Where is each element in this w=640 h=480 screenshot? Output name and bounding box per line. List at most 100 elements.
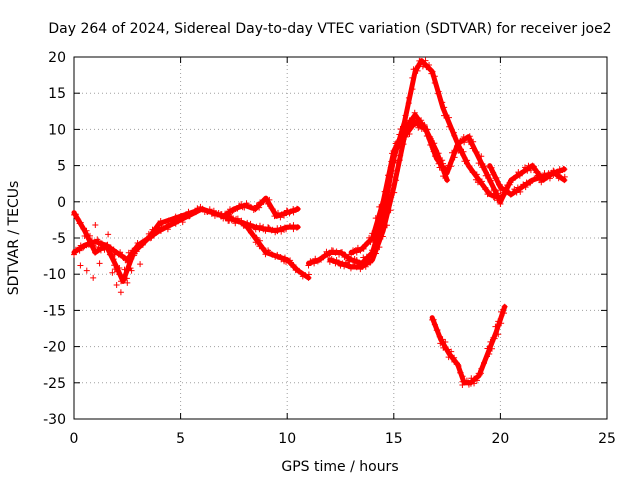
data-point: [402, 112, 409, 119]
data-point: [526, 180, 533, 187]
data-point: [491, 335, 498, 342]
data-point: [498, 308, 505, 315]
data-point: [74, 215, 81, 222]
scatter-noise: [77, 221, 144, 296]
data-point: [344, 261, 351, 268]
data-point: [305, 262, 312, 269]
data-point: [367, 259, 374, 266]
data-point: [461, 158, 468, 165]
data-point: [436, 333, 443, 340]
data-point: [561, 166, 568, 173]
data-point: [451, 132, 458, 139]
data-point: [448, 163, 455, 170]
x-tick-label: 10: [278, 431, 296, 447]
data-point: [449, 149, 456, 156]
data-point: [256, 243, 263, 250]
data-point: [77, 262, 84, 269]
data-point: [442, 165, 449, 172]
data-point: [521, 164, 528, 171]
data-point: [124, 279, 131, 286]
data-point: [488, 190, 495, 197]
data-point: [434, 326, 441, 333]
data-point: [260, 244, 267, 251]
data-point: [128, 267, 135, 274]
data-point: [348, 251, 355, 258]
data-point: [409, 74, 416, 81]
data-point: [281, 254, 288, 261]
data-point: [148, 234, 155, 241]
data-point: [430, 316, 437, 323]
data-point: [376, 244, 383, 251]
data-point: [393, 167, 400, 174]
data-point: [298, 270, 305, 277]
data-point: [416, 57, 423, 64]
data-point: [179, 219, 186, 226]
data-point: [72, 211, 79, 218]
data-point: [247, 220, 254, 227]
data-point: [104, 241, 111, 248]
data-point: [105, 231, 112, 238]
data-point: [262, 227, 269, 234]
data-point: [408, 120, 415, 127]
data-point: [431, 73, 438, 80]
data-point: [541, 174, 548, 181]
data-point: [83, 227, 90, 234]
data-point: [418, 117, 425, 124]
data-point: [158, 224, 165, 231]
data-point: [299, 273, 306, 280]
data-point: [116, 264, 123, 271]
data-point: [206, 206, 213, 213]
data-point: [86, 232, 93, 239]
data-point: [186, 213, 193, 220]
data-point: [360, 254, 367, 261]
data-point: [524, 167, 531, 174]
data-point: [518, 170, 525, 177]
data-point: [506, 181, 513, 188]
data-point: [238, 217, 245, 224]
data-point: [381, 188, 388, 195]
data-point: [495, 318, 502, 325]
data-point: [229, 208, 236, 215]
data-point: [330, 247, 337, 254]
data-point: [122, 256, 129, 263]
data-point: [383, 222, 390, 229]
data-point: [281, 212, 288, 219]
data-point: [225, 211, 232, 218]
data-point: [481, 163, 488, 170]
data-point: [455, 363, 462, 370]
data-point: [358, 245, 365, 252]
data-point: [92, 240, 99, 247]
data-point: [71, 251, 77, 258]
data-point: [269, 206, 276, 213]
data-point: [527, 167, 534, 174]
data-point: [333, 256, 340, 263]
data-point: [441, 104, 448, 111]
data-point: [399, 126, 406, 133]
data-point: [186, 212, 193, 219]
data-point: [487, 178, 494, 185]
data-point: [362, 241, 369, 248]
data-point: [490, 334, 497, 341]
data-point: [538, 179, 545, 186]
data-point: [128, 256, 135, 263]
data-point: [208, 210, 215, 217]
series-trace: [306, 58, 503, 266]
data-point: [305, 274, 312, 281]
y-axis-label: SDTVAR / TECUs: [6, 181, 22, 296]
data-point: [354, 262, 361, 269]
data-point: [238, 201, 245, 208]
data-point: [450, 129, 457, 136]
data-point: [460, 134, 467, 141]
data-point: [333, 248, 340, 255]
data-point: [488, 345, 495, 352]
series-track-5: [327, 119, 503, 270]
data-point: [367, 258, 374, 265]
data-point: [215, 210, 222, 217]
data-point: [422, 128, 429, 135]
y-tick-label: 0: [57, 195, 66, 211]
data-point: [241, 204, 248, 211]
data-point: [478, 181, 485, 188]
data-point: [392, 140, 399, 147]
data-point: [277, 214, 284, 221]
data-point: [406, 117, 413, 124]
